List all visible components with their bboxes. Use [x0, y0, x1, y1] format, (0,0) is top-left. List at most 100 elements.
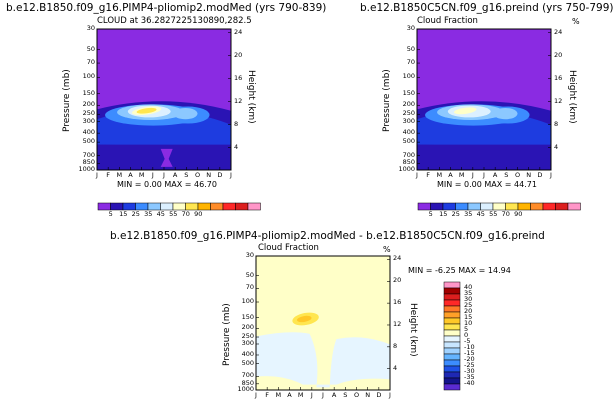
p0-xtick-label: A	[128, 171, 133, 179]
p2-xtick-label: M	[297, 391, 304, 399]
p1-xtick-label: F	[426, 171, 431, 179]
p2-xtick-label: J	[389, 391, 391, 399]
p2-xtick-label: J	[322, 391, 324, 399]
p1-colorbar-label: 25	[451, 210, 460, 218]
p2-colorbar-label: -40	[464, 379, 475, 387]
p1-xtick-label: M	[458, 171, 465, 179]
p0-ytick-label: 300	[82, 116, 95, 125]
p0-contour-4b	[173, 107, 198, 120]
panel3-title: b.e12.B1850.f09_g16.PIMP4-pliomip2.modMe…	[110, 230, 545, 242]
p0-colorbar-label: 70	[181, 210, 190, 218]
p1-colorbar-label: 70	[501, 210, 510, 218]
p1-contour-6	[453, 107, 477, 115]
p0-y2tick-label: 16	[234, 73, 243, 82]
p2-colorbar-cell	[443, 383, 461, 391]
p1-ytick-label: 150	[402, 88, 415, 97]
p1-ytick-label: 100	[402, 72, 415, 81]
p0-ytick-label: 30	[86, 24, 95, 32]
p1-colorbar-label: 45	[476, 210, 485, 218]
panel2-subtitle: Cloud Fraction	[417, 16, 478, 26]
panel2-title: b.e12.B1850C5CN.f09_g16.preind (yrs 750-…	[360, 2, 614, 14]
p2-xtick-label: F	[265, 391, 270, 399]
p2-ytick-label: 500	[241, 358, 254, 367]
p0-ytick-label: 400	[82, 128, 95, 137]
p1-colorbar-cell	[417, 202, 431, 211]
p2-colorbar-label: 0	[464, 331, 469, 339]
p1-ytick-label: 300	[402, 116, 415, 125]
p2-colorbar-cell	[443, 329, 461, 337]
p0-ytick-label: 1000	[78, 165, 95, 173]
p2-y2tick-label: 24	[393, 254, 402, 263]
p2-colorbar-label: -30	[464, 367, 475, 375]
p0-surface-feature	[160, 148, 173, 167]
p0-colorbar-cell	[160, 202, 174, 211]
p2-y2tick-label: 20	[393, 276, 402, 285]
p2-ytick-label: 700	[241, 371, 254, 380]
p2-colorbar-cell	[443, 359, 461, 367]
p1-y2tick-label: 8	[554, 119, 559, 128]
p2-ytick-label: 100	[241, 297, 254, 305]
p0-y2tick-label: 12	[234, 96, 243, 105]
p0-colorbar-cell	[122, 202, 136, 211]
p2-colorbar-label: 10	[464, 319, 473, 327]
p0-xtick-label: J	[151, 171, 154, 179]
p0-xtick-label: J	[163, 171, 165, 179]
p2-colorbar-cell	[443, 341, 461, 349]
p2-colorbar-label: 35	[464, 289, 473, 297]
p2-y2tick-label: 4	[393, 363, 398, 372]
p0-y2tick-label: 4	[234, 142, 239, 151]
p1-xtick-label: J	[416, 171, 418, 179]
p1-xtick-label: S	[504, 171, 509, 179]
p0-colorbar-cell	[135, 202, 149, 211]
p2-colorbar-cell	[443, 371, 461, 379]
p0-colorbar-cell	[222, 202, 236, 211]
p2-xtick-label: J	[310, 391, 313, 399]
p2-xtick-label: S	[343, 391, 348, 399]
p0-colorbar-cell	[185, 202, 199, 211]
p2-colorbar-cell	[443, 347, 461, 355]
p1-xtick-label: J	[471, 171, 474, 179]
p2-colorbar-label: -5	[464, 337, 471, 345]
p2-ytick-label: 250	[241, 332, 254, 341]
p1-xtick-label: J	[483, 171, 485, 179]
p2-xtick-label: M	[275, 391, 282, 399]
p1-ytick-label: 850	[402, 158, 415, 167]
p0-xtick-label: A	[172, 171, 178, 179]
p0-ytick-label: 50	[86, 44, 95, 53]
p1-ytick-label: 500	[402, 137, 415, 146]
p1-y2tick-label: 4	[554, 142, 559, 151]
p1-frame	[416, 28, 552, 171]
p0-contour-7	[136, 107, 157, 114]
p1-colorbar-label: 55	[489, 210, 498, 218]
panel2-corner: %	[572, 17, 580, 26]
p0-ytick-label: 200	[82, 100, 95, 109]
p2-ytick-label: 50	[245, 270, 254, 279]
p2-colorbar-cell	[443, 317, 461, 325]
p1-colorbar-cell	[567, 202, 581, 211]
p1-ytick-label: 400	[402, 128, 415, 137]
p1-colorbar-cell	[467, 202, 481, 211]
p2-colorbar-label: 15	[464, 313, 473, 321]
p0-layer-low	[97, 144, 231, 170]
p0-colorbar-label: 35	[144, 210, 153, 218]
p2-xtick-label: J	[255, 391, 257, 399]
p2-y2tick-label: 16	[393, 298, 402, 307]
panel3-stats: MIN = -6.25 MAX = 14.94	[408, 266, 511, 275]
p0-xtick-label: D	[217, 171, 223, 179]
p1-y2tick-label: 24	[554, 27, 563, 36]
p1-colorbar-cell	[555, 202, 569, 211]
p2-colorbar-label: 30	[464, 295, 473, 303]
p0-xtick-label: M	[116, 171, 123, 179]
p1-ytick-label: 700	[402, 150, 415, 159]
p2-colorbar-cell	[443, 293, 461, 301]
p1-colorbar-cell	[517, 202, 531, 211]
p2-ytick-label: 1000	[237, 385, 254, 393]
p2-colorbar-cell	[443, 287, 461, 295]
p0-colorbar-label: 55	[169, 210, 178, 218]
panel2-stats: MIN = 0.00 MAX = 44.71	[437, 180, 537, 189]
p2-colorbar-cell	[443, 311, 461, 319]
p0-xtick-label: F	[106, 171, 111, 179]
panel3-corner: %	[383, 245, 391, 254]
p0-xtick-label: J	[96, 171, 98, 179]
p1-colorbar-cell	[492, 202, 506, 211]
